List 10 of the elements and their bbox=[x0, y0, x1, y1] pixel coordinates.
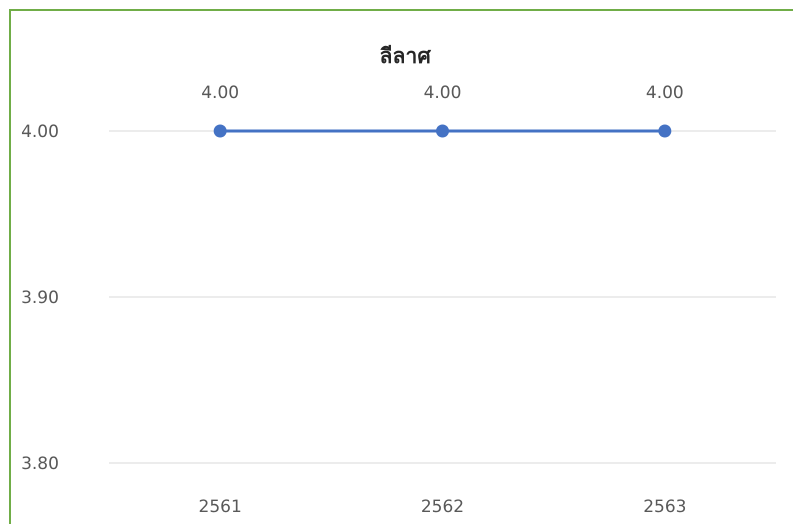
x-tick-label: 2561 bbox=[198, 497, 242, 517]
y-tick-label: 3.90 bbox=[21, 288, 59, 308]
x-tick-label: 2562 bbox=[420, 497, 464, 517]
text: 4.00 bbox=[201, 83, 240, 103]
chart-title: ลีลาศ bbox=[380, 44, 432, 68]
x-tick-label: 2563 bbox=[643, 497, 686, 517]
text: 4.00 bbox=[424, 83, 462, 103]
text: 4.00 bbox=[646, 83, 684, 103]
y-tick-label: 4.00 bbox=[21, 122, 59, 142]
y-tick-label: 3.80 bbox=[21, 454, 59, 474]
